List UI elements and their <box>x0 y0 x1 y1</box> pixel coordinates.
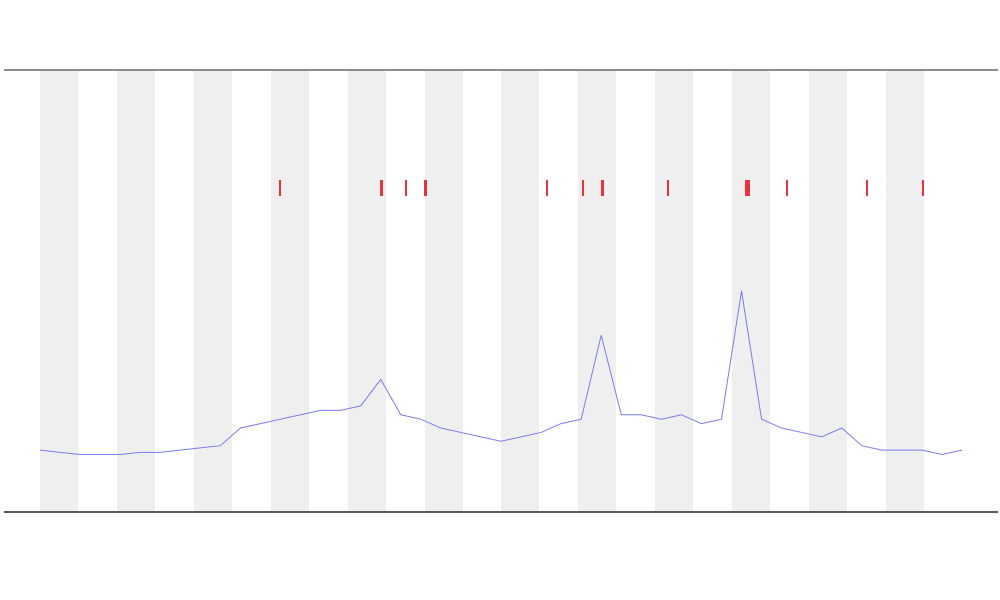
period-bands <box>40 71 924 511</box>
threshold-marks <box>279 180 924 196</box>
series-line <box>39 290 963 456</box>
plot <box>39 290 963 456</box>
